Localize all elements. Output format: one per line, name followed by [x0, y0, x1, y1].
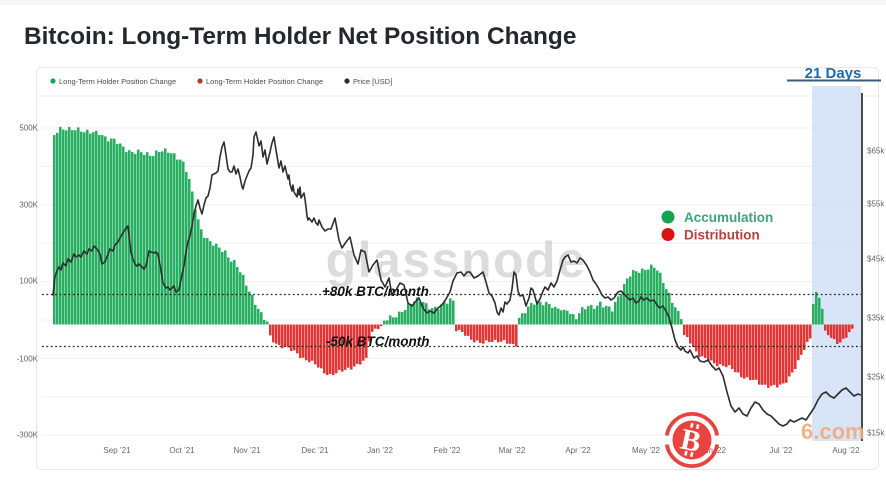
svg-text:Long-Term Holder Position Chan: Long-Term Holder Position Change	[59, 77, 176, 86]
svg-text:Mar ’22: Mar ’22	[499, 446, 526, 455]
svg-text:$45k: $45k	[867, 255, 885, 264]
svg-text:21 Days: 21 Days	[805, 65, 862, 82]
svg-text:$65k: $65k	[867, 147, 885, 156]
svg-text:Feb ’22: Feb ’22	[434, 446, 461, 455]
svg-text:+80k BTC/month: +80k BTC/month	[322, 284, 429, 299]
svg-text:Jan ’22: Jan ’22	[367, 446, 393, 455]
svg-text:Bitcoin: Long-Term Holder Net: Bitcoin: Long-Term Holder Net Position C…	[24, 23, 576, 50]
svg-text:Dec ’21: Dec ’21	[301, 446, 329, 455]
svg-text:Accumulation: Accumulation	[684, 210, 773, 225]
svg-text:Jun ’22: Jun ’22	[700, 446, 726, 455]
svg-text:Sep ’21: Sep ’21	[103, 446, 131, 455]
svg-text:Oct ’21: Oct ’21	[169, 446, 195, 455]
svg-text:$55k: $55k	[867, 200, 885, 209]
svg-text:$35k: $35k	[867, 314, 885, 323]
svg-text:Aug ’22: Aug ’22	[832, 446, 860, 455]
svg-text:May ’22: May ’22	[632, 446, 661, 455]
svg-text:-300K: -300K	[17, 431, 39, 440]
svg-text:Price [USD]: Price [USD]	[353, 77, 392, 86]
svg-text:Long-Term Holder Position Chan: Long-Term Holder Position Change	[206, 77, 323, 86]
svg-text:$25k: $25k	[867, 373, 885, 382]
svg-text:Jul ’22: Jul ’22	[769, 446, 793, 455]
svg-text:Nov ’21: Nov ’21	[233, 446, 261, 455]
svg-text:glassnode: glassnode	[326, 232, 587, 288]
svg-text:500K: 500K	[19, 124, 38, 133]
svg-text:Apr ’22: Apr ’22	[565, 446, 591, 455]
svg-text:6.com: 6.com	[801, 419, 865, 444]
svg-text:-100K: -100K	[17, 355, 39, 364]
svg-text:-50k BTC/month: -50k BTC/month	[326, 334, 430, 349]
svg-text:Distribution: Distribution	[684, 228, 760, 243]
svg-text:$15k: $15k	[867, 429, 885, 438]
svg-text:300K: 300K	[19, 201, 38, 210]
svg-text:100K: 100K	[19, 277, 38, 286]
